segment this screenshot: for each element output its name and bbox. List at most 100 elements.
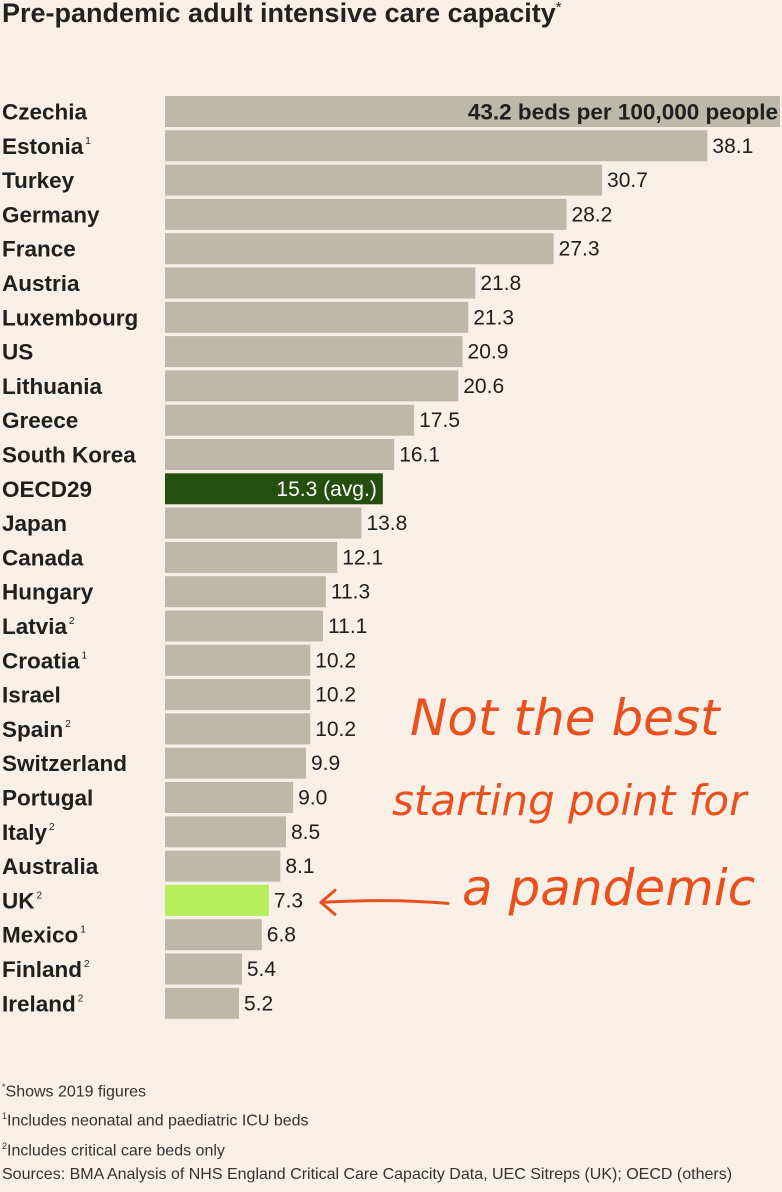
category-label-france: France bbox=[2, 237, 76, 262]
value-label-mexico: 6.8 bbox=[267, 924, 296, 947]
category-marker-ireland: 2 bbox=[78, 993, 84, 1004]
category-label-canada: Canada bbox=[2, 545, 84, 570]
value-label-oecd29: 15.3 (avg.) bbox=[276, 478, 376, 501]
value-label-luxembourg: 21.3 bbox=[473, 306, 514, 329]
bar-portugal bbox=[165, 782, 294, 813]
footnote-text: Shows 2019 figures bbox=[5, 1083, 147, 1101]
bar-chart: Czechia 43.2 beds per 100,000 people Eston… bbox=[2, 96, 780, 1019]
bar-ireland bbox=[165, 987, 240, 1019]
category-label-us: US bbox=[2, 340, 33, 365]
bar-mexico bbox=[165, 919, 262, 951]
bar-estonia bbox=[165, 130, 708, 162]
footnote-text: Includes neonatal and paediatric ICU bed… bbox=[7, 1112, 309, 1130]
category-marker-croatia: 1 bbox=[82, 650, 88, 661]
category-label-uk: UK bbox=[2, 888, 35, 913]
category-label-estonia: Estonia bbox=[2, 134, 84, 159]
bar-switzerland bbox=[165, 747, 306, 779]
bar-turkey bbox=[165, 164, 603, 196]
bar-south-korea bbox=[165, 439, 395, 470]
bar-canada bbox=[165, 541, 338, 573]
value-label-japan: 13.8 bbox=[366, 512, 407, 535]
bar-luxembourg bbox=[165, 301, 469, 333]
footnote-text: Sources: BMA Analysis of NHS England Cri… bbox=[2, 1165, 733, 1183]
category-label-south-korea: South Korea bbox=[2, 443, 136, 468]
bar-lithuania bbox=[165, 370, 459, 402]
category-marker-italy: 2 bbox=[49, 822, 55, 833]
value-label-austria: 21.8 bbox=[480, 272, 521, 295]
category-marker-uk: 2 bbox=[37, 890, 43, 901]
category-label-australia: Australia bbox=[2, 854, 99, 879]
category-label-italy: Italy bbox=[2, 820, 48, 845]
value-label-portugal: 9.0 bbox=[298, 787, 327, 810]
category-label-latvia: Latvia bbox=[2, 614, 68, 639]
value-label-italy: 8.5 bbox=[291, 821, 320, 844]
annotation-line-3: a pandemic bbox=[462, 859, 755, 917]
value-label-australia: 8.1 bbox=[285, 855, 314, 878]
annotation-arrow-head bbox=[319, 888, 337, 916]
value-label-canada: 12.1 bbox=[342, 546, 383, 569]
bar-hungary bbox=[165, 576, 326, 608]
footnote-1: *Shows 2019 figures bbox=[2, 1075, 772, 1104]
category-label-oecd29: OECD29 bbox=[2, 477, 92, 502]
value-label-latvia: 11.1 bbox=[328, 615, 367, 638]
bar-croatia bbox=[165, 644, 311, 676]
category-label-mexico: Mexico bbox=[2, 923, 78, 948]
annotation-line-1: Not the best bbox=[410, 689, 722, 747]
title-footnote-marker: * bbox=[555, 0, 562, 16]
value-label-croatia: 10.2 bbox=[315, 649, 356, 672]
category-label-spain: Spain bbox=[2, 717, 63, 742]
bar-austria bbox=[165, 267, 476, 299]
footnote-2: 1Includes neonatal and paediatric ICU be… bbox=[2, 1104, 772, 1133]
footnote-marker: 2 bbox=[2, 1140, 8, 1151]
value-label-switzerland: 9.9 bbox=[311, 752, 340, 775]
category-label-germany: Germany bbox=[2, 202, 100, 227]
bar-israel bbox=[165, 679, 311, 711]
category-label-luxembourg: Luxembourg bbox=[2, 305, 138, 330]
category-label-lithuania: Lithuania bbox=[2, 374, 102, 399]
bar-australia bbox=[165, 850, 281, 882]
annotation-arrow-line bbox=[319, 899, 450, 905]
footnote-4: Sources: BMA Analysis of NHS England Cri… bbox=[2, 1163, 772, 1187]
annotation-line-2: starting point for bbox=[392, 776, 749, 825]
category-label-ireland: Ireland bbox=[2, 991, 76, 1016]
value-label-ireland: 5.2 bbox=[244, 992, 273, 1015]
bar-greece bbox=[165, 404, 415, 436]
footnote-text: Includes critical care beds only bbox=[7, 1141, 225, 1159]
value-label-israel: 10.2 bbox=[315, 684, 356, 707]
value-label-czechia: 43.2 beds per 100,000 people bbox=[468, 100, 778, 125]
value-label-finland: 5.4 bbox=[247, 958, 277, 981]
footnote-marker: 1 bbox=[2, 1111, 8, 1122]
category-marker-mexico: 1 bbox=[80, 925, 86, 936]
category-label-czechia: Czechia bbox=[2, 100, 88, 125]
value-label-lithuania: 20.6 bbox=[463, 375, 504, 398]
category-label-turkey: Turkey bbox=[2, 168, 75, 193]
value-label-south-korea: 16.1 bbox=[399, 444, 440, 467]
category-marker-spain: 2 bbox=[65, 719, 71, 730]
value-label-greece: 17.5 bbox=[419, 409, 460, 432]
bar-spain bbox=[165, 713, 311, 745]
bar-germany bbox=[165, 198, 567, 230]
bar-france bbox=[165, 233, 554, 265]
bar-latvia bbox=[165, 610, 324, 642]
footnote-marker: * bbox=[2, 1082, 6, 1092]
chart-title: Pre-pandemic adult intensive care capaci… bbox=[2, 0, 562, 29]
bar-italy bbox=[165, 816, 287, 848]
chart-title-text: Pre-pandemic adult intensive care capaci… bbox=[2, 0, 556, 28]
value-label-germany: 28.2 bbox=[571, 203, 612, 226]
category-marker-estonia: 1 bbox=[85, 136, 91, 147]
bar-oecd29 bbox=[165, 473, 383, 505]
bar-us bbox=[165, 336, 463, 368]
value-label-uk: 7.3 bbox=[274, 889, 303, 912]
category-label-austria: Austria bbox=[2, 271, 80, 296]
category-marker-latvia: 2 bbox=[69, 616, 75, 627]
value-label-hungary: 11.3 bbox=[331, 581, 370, 604]
value-label-turkey: 30.7 bbox=[607, 169, 648, 192]
bar-czechia bbox=[165, 96, 780, 127]
category-marker-finland: 2 bbox=[84, 959, 90, 970]
category-label-greece: Greece bbox=[2, 408, 78, 433]
category-label-switzerland: Switzerland bbox=[2, 751, 127, 776]
category-label-portugal: Portugal bbox=[2, 786, 93, 811]
value-label-spain: 10.2 bbox=[315, 718, 356, 741]
bar-finland bbox=[165, 953, 242, 985]
category-label-japan: Japan bbox=[2, 511, 67, 536]
